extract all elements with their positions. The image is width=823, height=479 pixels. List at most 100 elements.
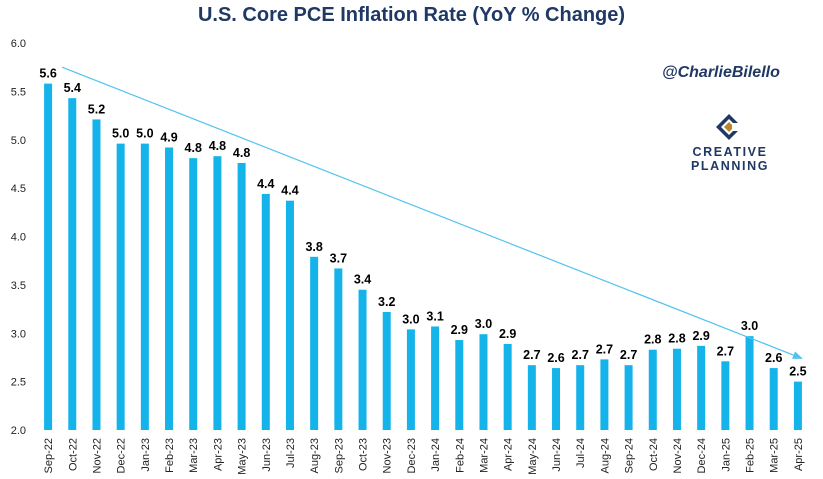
x-tick-label: Mar-25 <box>769 438 781 473</box>
bar-jun-24 <box>552 368 561 430</box>
data-label: 2.7 <box>620 348 637 362</box>
data-label: 5.0 <box>136 127 153 141</box>
x-tick-label: Jul-24 <box>575 438 587 468</box>
x-tick-label: Mar-24 <box>478 438 490 473</box>
x-tick-label: Dec-22 <box>116 438 128 473</box>
data-label: 4.9 <box>160 130 177 144</box>
x-tick-label: Sep-23 <box>333 438 345 473</box>
x-tick-label: Mar-23 <box>188 438 200 473</box>
data-label: 3.7 <box>330 251 347 265</box>
data-label: 2.7 <box>596 342 613 356</box>
data-label: 2.8 <box>644 333 661 347</box>
y-tick-label: 2.5 <box>11 377 26 389</box>
data-label: 3.0 <box>475 317 492 331</box>
bar-series <box>44 83 802 431</box>
c-logo-icon <box>716 114 742 140</box>
bar-aug-23 <box>310 256 319 430</box>
y-tick-label: 5.5 <box>11 86 26 98</box>
data-label: 2.6 <box>547 351 564 365</box>
data-label: 2.9 <box>692 329 709 343</box>
x-tick-label: Sep-24 <box>624 438 636 473</box>
data-label: 2.8 <box>668 332 685 346</box>
bar-sep-23 <box>334 268 343 430</box>
x-tick-label: Jan-24 <box>430 438 442 472</box>
bar-mar-25 <box>769 368 778 430</box>
bar-may-23 <box>237 162 246 430</box>
bar-sep-22 <box>44 83 53 430</box>
data-label: 2.9 <box>451 323 468 337</box>
logo-text-line-2: PLANNING <box>690 159 770 173</box>
chart-title: U.S. Core PCE Inflation Rate (YoY % Chan… <box>197 4 626 26</box>
bar-jan-25 <box>721 361 730 430</box>
data-label: 3.8 <box>305 240 322 254</box>
x-tick-label: Feb-24 <box>454 438 466 473</box>
data-label: 2.7 <box>717 344 734 358</box>
bar-jul-23 <box>285 200 294 430</box>
bar-feb-23 <box>165 147 174 431</box>
bar-sep-24 <box>624 365 633 430</box>
bar-nov-24 <box>672 348 681 430</box>
y-tick-label: 3.5 <box>11 280 26 292</box>
x-tick-label: Sep-22 <box>43 438 55 473</box>
x-tick-label: Nov-24 <box>672 438 684 473</box>
bar-nov-23 <box>382 311 391 430</box>
data-label: 5.6 <box>39 67 56 81</box>
x-tick-label: Oct-24 <box>648 438 660 471</box>
data-label: 4.8 <box>185 141 202 155</box>
watermark-handle: @CharlieBilello <box>662 64 780 81</box>
y-axis: 2.0 2.5 3.0 3.5 4.0 4.5 5.0 5.5 6.0 <box>11 38 26 437</box>
data-label: 3.4 <box>354 273 371 287</box>
x-tick-label: May-23 <box>237 438 249 475</box>
data-label: 4.4 <box>257 177 274 191</box>
bar-oct-22 <box>68 98 77 431</box>
x-tick-label: Apr-23 <box>212 438 224 471</box>
data-label: 2.7 <box>523 348 540 362</box>
y-tick-label: 4.5 <box>11 183 26 195</box>
bar-jan-24 <box>431 326 440 430</box>
x-tick-label: Jan-23 <box>140 438 152 472</box>
data-label: 5.4 <box>64 81 81 95</box>
x-tick-label: Aug-24 <box>599 438 611 473</box>
data-label: 4.4 <box>281 184 298 198</box>
x-tick-label: Feb-23 <box>164 438 176 473</box>
x-tick-label: Jun-24 <box>551 438 563 472</box>
y-tick-label: 5.0 <box>11 135 26 147</box>
y-tick-label: 3.0 <box>11 328 26 340</box>
bar-jun-23 <box>261 193 270 430</box>
x-tick-label: Jan-25 <box>720 438 732 472</box>
bar-oct-23 <box>358 289 367 430</box>
bar-mar-23 <box>189 158 198 430</box>
creative-planning-logo: CREATIVE PLANNING <box>680 114 780 176</box>
bar-dec-23 <box>406 329 415 430</box>
data-label: 5.0 <box>112 127 129 141</box>
x-tick-label: Apr-24 <box>503 438 515 471</box>
trend-arrow <box>61 66 803 359</box>
data-label: 4.8 <box>209 139 226 153</box>
y-tick-label: 2.0 <box>11 425 26 437</box>
data-labels: 5.6 5.4 5.2 5.0 5.0 4.9 4.8 4.8 4.8 4.4 4.4 3.8 3.7 3… <box>39 67 806 379</box>
bar-apr-23 <box>213 156 222 430</box>
logo-text-line-1: CREATIVE <box>692 145 768 159</box>
data-label: 2.7 <box>572 348 589 362</box>
x-tick-label: Dec-24 <box>696 438 708 473</box>
x-tick-label: Nov-23 <box>382 438 394 473</box>
data-label: 3.0 <box>402 312 419 326</box>
x-tick-label: May-24 <box>527 438 539 475</box>
x-tick-label: Oct-23 <box>358 438 370 471</box>
x-tick-label: Aug-23 <box>309 438 321 473</box>
bar-dec-22 <box>116 143 125 430</box>
bar-apr-24 <box>503 343 512 430</box>
bar-mar-24 <box>479 334 488 430</box>
bar-nov-22 <box>92 119 101 431</box>
bar-feb-24 <box>455 340 464 430</box>
x-tick-label: Jun-23 <box>261 438 273 472</box>
data-label: 4.8 <box>233 146 250 160</box>
data-label: 3.1 <box>426 309 443 323</box>
x-axis: Sep-22 Oct-22 Nov-22 Dec-22 Jan-23 Feb-23 Mar-… <box>43 438 805 475</box>
data-label: 2.5 <box>789 365 806 379</box>
data-label: 2.6 <box>765 351 782 365</box>
data-label: 5.2 <box>88 102 105 116</box>
data-label: 3.0 <box>741 319 758 333</box>
x-tick-label: Jul-23 <box>285 438 297 468</box>
bar-apr-25 <box>793 381 802 430</box>
